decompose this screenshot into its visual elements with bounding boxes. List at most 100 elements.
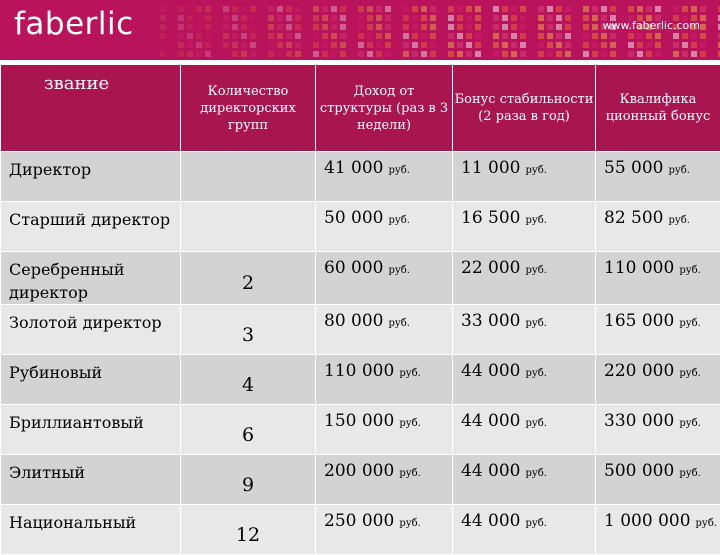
decor-dot <box>241 42 247 48</box>
rank-name: Директор <box>1 152 181 202</box>
decor-dot <box>295 51 301 57</box>
currency-unit: руб. <box>668 165 689 176</box>
decor-dot <box>448 42 454 48</box>
stability-value: 33 000 <box>461 311 520 331</box>
decor-dot <box>583 6 589 12</box>
decor-dot <box>502 33 508 39</box>
header-banner: faberlic www.faberlic.com <box>0 0 720 60</box>
decor-dot <box>583 24 589 30</box>
decor-dot <box>547 24 553 30</box>
decor-dot <box>205 33 211 39</box>
decor-dot <box>547 51 553 57</box>
decor-dot <box>538 24 544 30</box>
decor-dot <box>646 33 652 39</box>
decor-dot <box>196 33 202 39</box>
decor-dot <box>628 42 634 48</box>
decor-dot <box>205 24 211 30</box>
decor-dot <box>520 15 526 21</box>
decor-dot <box>376 42 382 48</box>
decor-dot <box>700 24 706 30</box>
decor-dot <box>295 24 301 30</box>
decor-dot <box>475 42 481 48</box>
decor-dot <box>277 42 283 48</box>
decor-dot <box>610 51 616 57</box>
stability-value: 11 000 <box>461 158 520 178</box>
income-value: 250 000 <box>324 511 394 531</box>
stability-value: 44 000 <box>461 511 520 531</box>
decor-dot <box>448 33 454 39</box>
decor-dot <box>421 24 427 30</box>
decor-dot <box>502 15 508 21</box>
decor-dot <box>178 24 184 30</box>
decor-dot <box>376 33 382 39</box>
decor-dot <box>448 51 454 57</box>
rank-name: Бриллиантовый <box>1 405 181 455</box>
decor-dot <box>466 33 472 39</box>
qualification-value: 82 500 <box>604 208 663 228</box>
decor-dot <box>268 51 274 57</box>
decor-dot <box>538 15 544 21</box>
decor-dot <box>520 42 526 48</box>
decor-dot <box>241 6 247 12</box>
decor-dot <box>700 42 706 48</box>
decor-dot <box>412 6 418 12</box>
decor-dot <box>178 42 184 48</box>
qualification-value: 500 000 <box>604 461 674 481</box>
currency-unit: руб. <box>525 165 546 176</box>
director-groups-count: 9 <box>181 455 316 505</box>
decor-dot <box>268 6 274 12</box>
currency-unit: руб. <box>525 265 546 276</box>
decor-dot <box>700 6 706 12</box>
decor-dot <box>556 33 562 39</box>
decor-dot <box>502 6 508 12</box>
decor-dot <box>160 51 166 57</box>
decor-dot <box>178 6 184 12</box>
decor-dot <box>565 6 571 12</box>
income-amount-cell: 80 000 руб. <box>316 305 453 355</box>
decor-dot <box>655 6 661 12</box>
decor-dot <box>646 6 652 12</box>
decor-dot <box>457 33 463 39</box>
qualification-value: 55 000 <box>604 158 663 178</box>
currency-unit: руб. <box>668 215 689 226</box>
decor-dot <box>340 42 346 48</box>
decor-dot <box>547 6 553 12</box>
decor-dot <box>322 51 328 57</box>
currency-unit: руб. <box>388 318 409 329</box>
decor-dot <box>223 33 229 39</box>
decor-dot <box>268 33 274 39</box>
decor-dot <box>277 51 283 57</box>
decor-dot <box>475 51 481 57</box>
decor-dot <box>475 15 481 21</box>
decor-dot <box>655 42 661 48</box>
income-value: 80 000 <box>324 311 383 331</box>
currency-unit: руб. <box>525 368 546 379</box>
decor-dot <box>628 33 634 39</box>
decor-dot <box>655 51 661 57</box>
brand-logo: faberlic <box>14 6 134 42</box>
qualification-value: 330 000 <box>604 411 674 431</box>
decor-dot <box>196 24 202 30</box>
director-groups-count: 2 <box>181 252 316 305</box>
rank-name: Старший директор <box>1 202 181 252</box>
decor-dot <box>277 33 283 39</box>
decor-dot <box>313 51 319 57</box>
decor-dot <box>457 42 463 48</box>
currency-unit: руб. <box>399 468 420 479</box>
decor-dot <box>700 51 706 57</box>
decor-dot <box>583 15 589 21</box>
currency-unit: руб. <box>679 368 700 379</box>
decor-dot <box>412 42 418 48</box>
decor-dot <box>466 6 472 12</box>
decor-dot <box>655 33 661 39</box>
